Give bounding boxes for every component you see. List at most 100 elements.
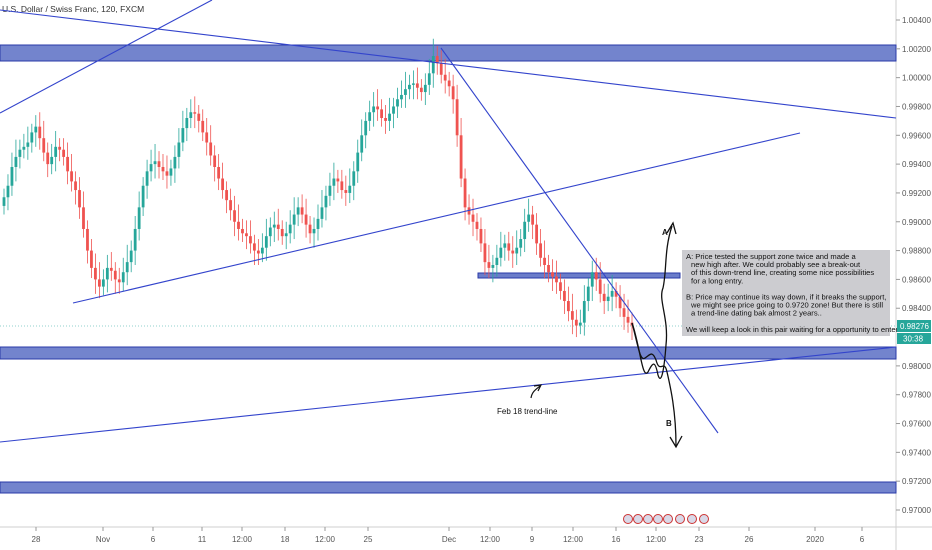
price-tick-label: 0.97400 <box>902 448 931 457</box>
candle-body <box>137 207 141 229</box>
time-tick-label: 16 <box>612 535 621 544</box>
candle-body <box>300 207 304 215</box>
trendline-ascending-channel[interactable] <box>72 132 801 304</box>
candle-body <box>94 267 97 280</box>
candle-body <box>26 142 30 147</box>
candle-body <box>590 272 594 287</box>
candle-body <box>121 272 125 283</box>
candle-body <box>495 257 499 265</box>
candle-body <box>443 74 447 81</box>
trendline-feb18[interactable] <box>0 346 897 443</box>
candle-body <box>260 247 264 254</box>
support-zone-middle[interactable] <box>0 346 897 360</box>
time-tick-label: 11 <box>198 535 207 544</box>
time-tick-label: 28 <box>32 535 41 544</box>
price-tick-label: 0.99200 <box>902 189 931 198</box>
candlestick-series[interactable] <box>2 38 634 340</box>
candle-body <box>368 112 372 121</box>
event-marker-6 <box>675 514 685 524</box>
candle-body <box>276 224 280 229</box>
analysis-note-box[interactable] <box>682 250 890 336</box>
price-tick-label: 0.97200 <box>902 477 931 486</box>
candle-body <box>117 279 121 283</box>
trendline-rising-left[interactable] <box>0 0 213 114</box>
trendline-descending-long[interactable] <box>0 9 897 119</box>
candle-body <box>201 120 205 133</box>
candle-body <box>229 200 232 211</box>
candle-body <box>233 210 236 222</box>
event-marker-5 <box>663 514 673 524</box>
candle-body <box>435 56 439 64</box>
candle-body <box>400 94 403 100</box>
candle-body <box>415 83 419 88</box>
candle-body <box>253 243 256 251</box>
candle-body <box>30 132 34 143</box>
support-zone-small[interactable] <box>477 272 681 279</box>
candle-body <box>284 233 288 237</box>
candle-body <box>344 190 348 193</box>
candle-body <box>280 228 284 237</box>
candle-body <box>105 267 109 280</box>
support-zone-bottom[interactable] <box>0 481 897 494</box>
candle-body <box>316 218 320 229</box>
candle-body <box>503 243 507 248</box>
candle-body <box>455 99 459 136</box>
note-line: we might see price going to 0.9720 zone!… <box>690 301 883 310</box>
event-markers[interactable] <box>623 514 709 524</box>
time-tick-label: 23 <box>695 535 704 544</box>
price-tick-label: 0.98400 <box>902 304 931 313</box>
trendline-downtrend[interactable] <box>440 47 719 434</box>
note-line: A: Price tested the support zone twice a… <box>686 252 856 261</box>
candle-body <box>471 214 475 222</box>
event-marker-2 <box>633 514 643 524</box>
candle-body <box>237 221 240 229</box>
candle-body <box>145 171 149 186</box>
candle-body <box>360 135 364 153</box>
candle-body <box>320 207 324 219</box>
price-tick-label: 0.97600 <box>902 420 931 429</box>
candle-body <box>185 118 189 129</box>
price-tag-bg <box>897 320 931 332</box>
candle-body <box>380 109 383 118</box>
candle-body <box>161 167 165 172</box>
candle-body <box>479 228 483 244</box>
candle-body <box>618 296 622 309</box>
candle-body <box>165 171 169 176</box>
resistance-zone-top[interactable] <box>0 44 897 62</box>
timer-tag-bg <box>897 333 931 344</box>
candle-body <box>419 87 423 93</box>
candle-body <box>272 224 276 228</box>
candle-body <box>193 112 197 114</box>
candle-body <box>328 185 332 196</box>
analysis-note-text: A: Price tested the support zone twice a… <box>686 252 899 334</box>
candle-body <box>241 228 244 234</box>
label-a: A <box>662 228 668 237</box>
price-tick-label: 1.00400 <box>902 16 931 25</box>
candle-body <box>113 270 117 280</box>
candle-body <box>352 171 356 186</box>
candle-body <box>523 221 527 240</box>
candle-body <box>404 89 407 95</box>
candle-body <box>153 161 157 165</box>
candle-body <box>439 63 443 75</box>
candle-body <box>324 195 328 208</box>
note-line: new high after. We could probably see a … <box>691 260 861 269</box>
time-tick-label: 26 <box>745 535 754 544</box>
candle-body <box>205 132 209 143</box>
note-line: of this down-trend line, creating some n… <box>691 268 874 277</box>
candle-body <box>133 228 137 251</box>
time-tick-label: 9 <box>530 535 535 544</box>
candle-body <box>332 178 336 186</box>
candle-body <box>539 243 542 258</box>
candle-body <box>535 224 539 244</box>
time-tick-label: 12:00 <box>563 535 584 544</box>
candle-body <box>173 156 177 169</box>
candle-body <box>519 239 523 248</box>
note-line: B: Price may continue its way down, if i… <box>686 293 886 302</box>
time-tick-label: 12:00 <box>480 535 501 544</box>
candle-body <box>431 56 435 74</box>
candle-body <box>340 181 344 191</box>
candle-body <box>602 293 606 302</box>
candle-body <box>149 164 153 172</box>
